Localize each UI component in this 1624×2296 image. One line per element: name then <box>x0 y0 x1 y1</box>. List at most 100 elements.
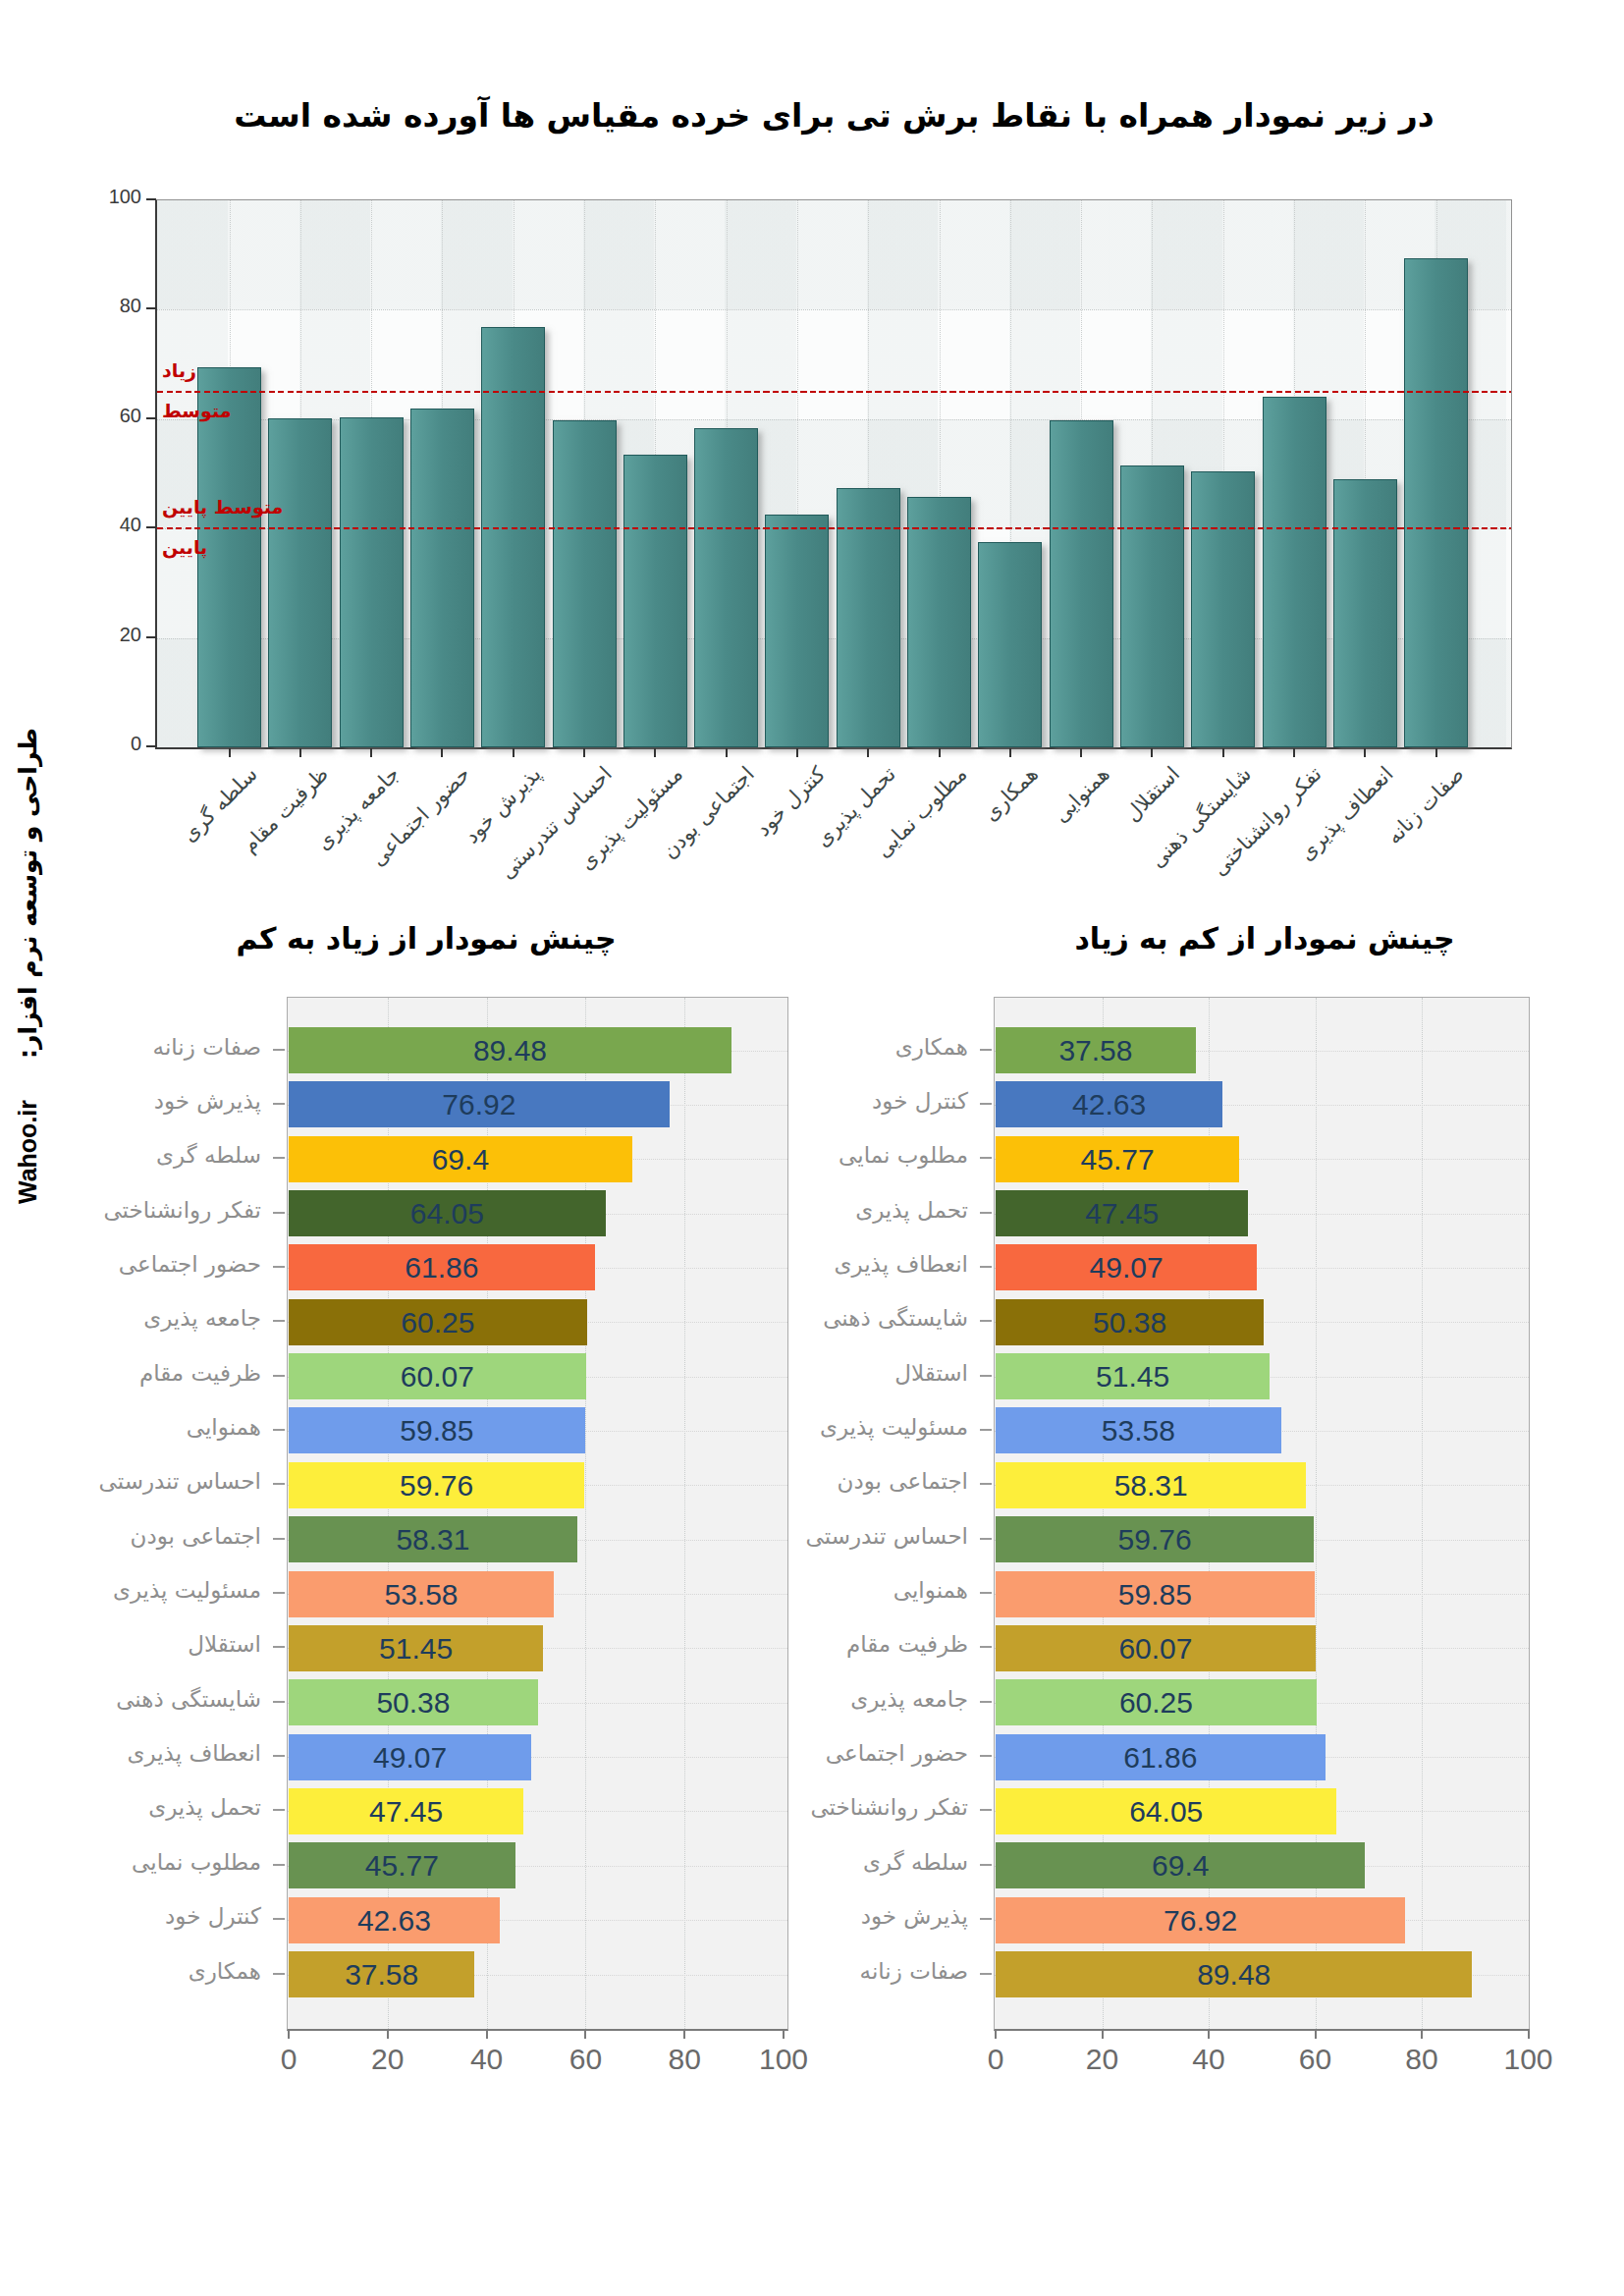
bar <box>694 428 758 747</box>
value-label: 47.45 <box>996 1190 1248 1236</box>
x-axis-label: همکاری <box>979 762 1043 826</box>
category-tick <box>273 1049 285 1051</box>
category-tick <box>980 1646 992 1648</box>
x-axis-tick <box>1315 2029 1317 2039</box>
x-axis-label: 60 <box>546 2043 624 2076</box>
bar: 49.07 <box>996 1244 1257 1290</box>
x-axis-tick <box>441 748 443 757</box>
value-label: 61.86 <box>289 1244 595 1290</box>
x-axis-tick <box>370 748 372 757</box>
value-label: 64.05 <box>289 1190 606 1236</box>
value-label: 45.77 <box>996 1136 1239 1182</box>
category-tick <box>980 1701 992 1703</box>
x-axis-label: همنوایی <box>1049 762 1113 827</box>
bar <box>340 417 404 747</box>
bar: 76.92 <box>996 1897 1405 1943</box>
category-tick <box>273 1646 285 1648</box>
category-tick <box>980 1375 992 1377</box>
bar <box>410 409 474 747</box>
gridline-vertical <box>1422 998 1423 2029</box>
value-label: 89.48 <box>289 1027 731 1073</box>
x-axis-tick <box>654 748 656 757</box>
category-label: همکاری <box>189 1958 261 1984</box>
credit-brand: Wahoo.ir <box>14 1100 41 1204</box>
category-label: جامعه پذیری <box>850 1686 968 1712</box>
value-label: 60.25 <box>289 1299 587 1345</box>
bar: 51.45 <box>996 1353 1270 1399</box>
x-axis-label: استقلال <box>1120 762 1184 826</box>
y-axis-tick <box>146 417 156 419</box>
category-label: تفکر روانشناختی <box>103 1197 261 1223</box>
y-axis-tick <box>146 307 156 309</box>
bar: 60.07 <box>996 1625 1316 1671</box>
x-axis-label: 20 <box>349 2043 427 2076</box>
category-label: شایستگی ذهنی <box>823 1305 968 1331</box>
bar: 64.05 <box>996 1788 1336 1834</box>
cutoff-label-below: متوسط <box>162 400 231 421</box>
category-tick <box>980 1918 992 1920</box>
bar: 47.45 <box>996 1190 1248 1236</box>
bar: 37.58 <box>996 1027 1196 1073</box>
y-axis-tick <box>146 198 156 200</box>
bar: 60.07 <box>289 1353 586 1399</box>
bar: 60.25 <box>996 1679 1317 1725</box>
category-label: مطلوب نمایی <box>839 1142 968 1168</box>
bar: 45.77 <box>289 1842 515 1888</box>
x-axis-tick <box>584 2029 586 2039</box>
category-label: ظرفیت مقام <box>139 1360 261 1386</box>
value-label: 58.31 <box>996 1462 1306 1508</box>
bar: 50.38 <box>996 1299 1264 1345</box>
credit-text: طراحی و توسعه نرم افزار:Wahoo.ir <box>14 728 42 1204</box>
cutoff-line <box>157 527 1511 529</box>
x-axis-tick <box>1293 748 1295 757</box>
x-axis-tick <box>939 748 941 757</box>
bar: 53.58 <box>289 1571 554 1617</box>
value-label: 60.07 <box>289 1353 586 1399</box>
x-axis-tick <box>1208 2029 1210 2039</box>
y-axis-label: 80 <box>84 295 141 317</box>
x-axis-tick <box>1080 748 1082 757</box>
category-label: اجتماعی بودن <box>838 1468 968 1494</box>
category-label: مسئولیت پذیری <box>113 1577 261 1603</box>
category-tick <box>273 1266 285 1268</box>
category-label: همنوایی <box>893 1577 968 1603</box>
y-axis-tick <box>146 636 156 638</box>
y-axis-label: 0 <box>84 733 141 755</box>
value-label: 76.92 <box>996 1897 1405 1943</box>
x-axis-tick <box>299 748 301 757</box>
bar: 59.85 <box>996 1571 1315 1617</box>
x-axis-label: 80 <box>1382 2043 1461 2076</box>
bar: 47.45 <box>289 1788 523 1834</box>
category-label: حضور اجتماعی <box>826 1740 968 1766</box>
x-axis-tick <box>796 748 798 757</box>
bar: 58.31 <box>996 1462 1306 1508</box>
x-axis-tick <box>726 748 728 757</box>
category-label: مسئولیت پذیری <box>820 1414 968 1440</box>
cutoff-label-above: زیاد <box>162 359 196 381</box>
category-label: کنترل خود <box>872 1088 968 1114</box>
bar <box>623 455 687 747</box>
category-tick <box>980 1973 992 1975</box>
bar: 42.63 <box>289 1897 500 1943</box>
desc-chart-plot-area: 89.4876.9269.464.0561.8660.2560.0759.855… <box>287 997 788 2031</box>
page-title: در زیر نمودار همراه با نقاط برش تی برای … <box>157 96 1511 135</box>
category-label: جامعه پذیری <box>143 1305 261 1331</box>
bar <box>1404 258 1468 747</box>
category-label: صفات زنانه <box>860 1958 968 1984</box>
category-tick <box>980 1809 992 1811</box>
x-axis-label: 0 <box>956 2043 1035 2076</box>
bar: 59.76 <box>289 1462 584 1508</box>
value-label: 42.63 <box>996 1081 1222 1127</box>
x-axis-tick <box>1102 2029 1104 2039</box>
category-tick <box>273 1864 285 1866</box>
value-label: 58.31 <box>289 1516 577 1562</box>
category-label: انعطاف پذیری <box>128 1740 261 1766</box>
bar <box>1263 397 1326 747</box>
desc-chart-title: چینش نمودار از زیاد به کم <box>236 921 616 956</box>
x-axis-tick <box>783 2029 785 2039</box>
y-axis-label: 60 <box>84 405 141 427</box>
category-tick <box>980 1864 992 1866</box>
x-axis-label: 80 <box>645 2043 724 2076</box>
category-tick <box>273 1212 285 1214</box>
bar: 45.77 <box>996 1136 1239 1182</box>
